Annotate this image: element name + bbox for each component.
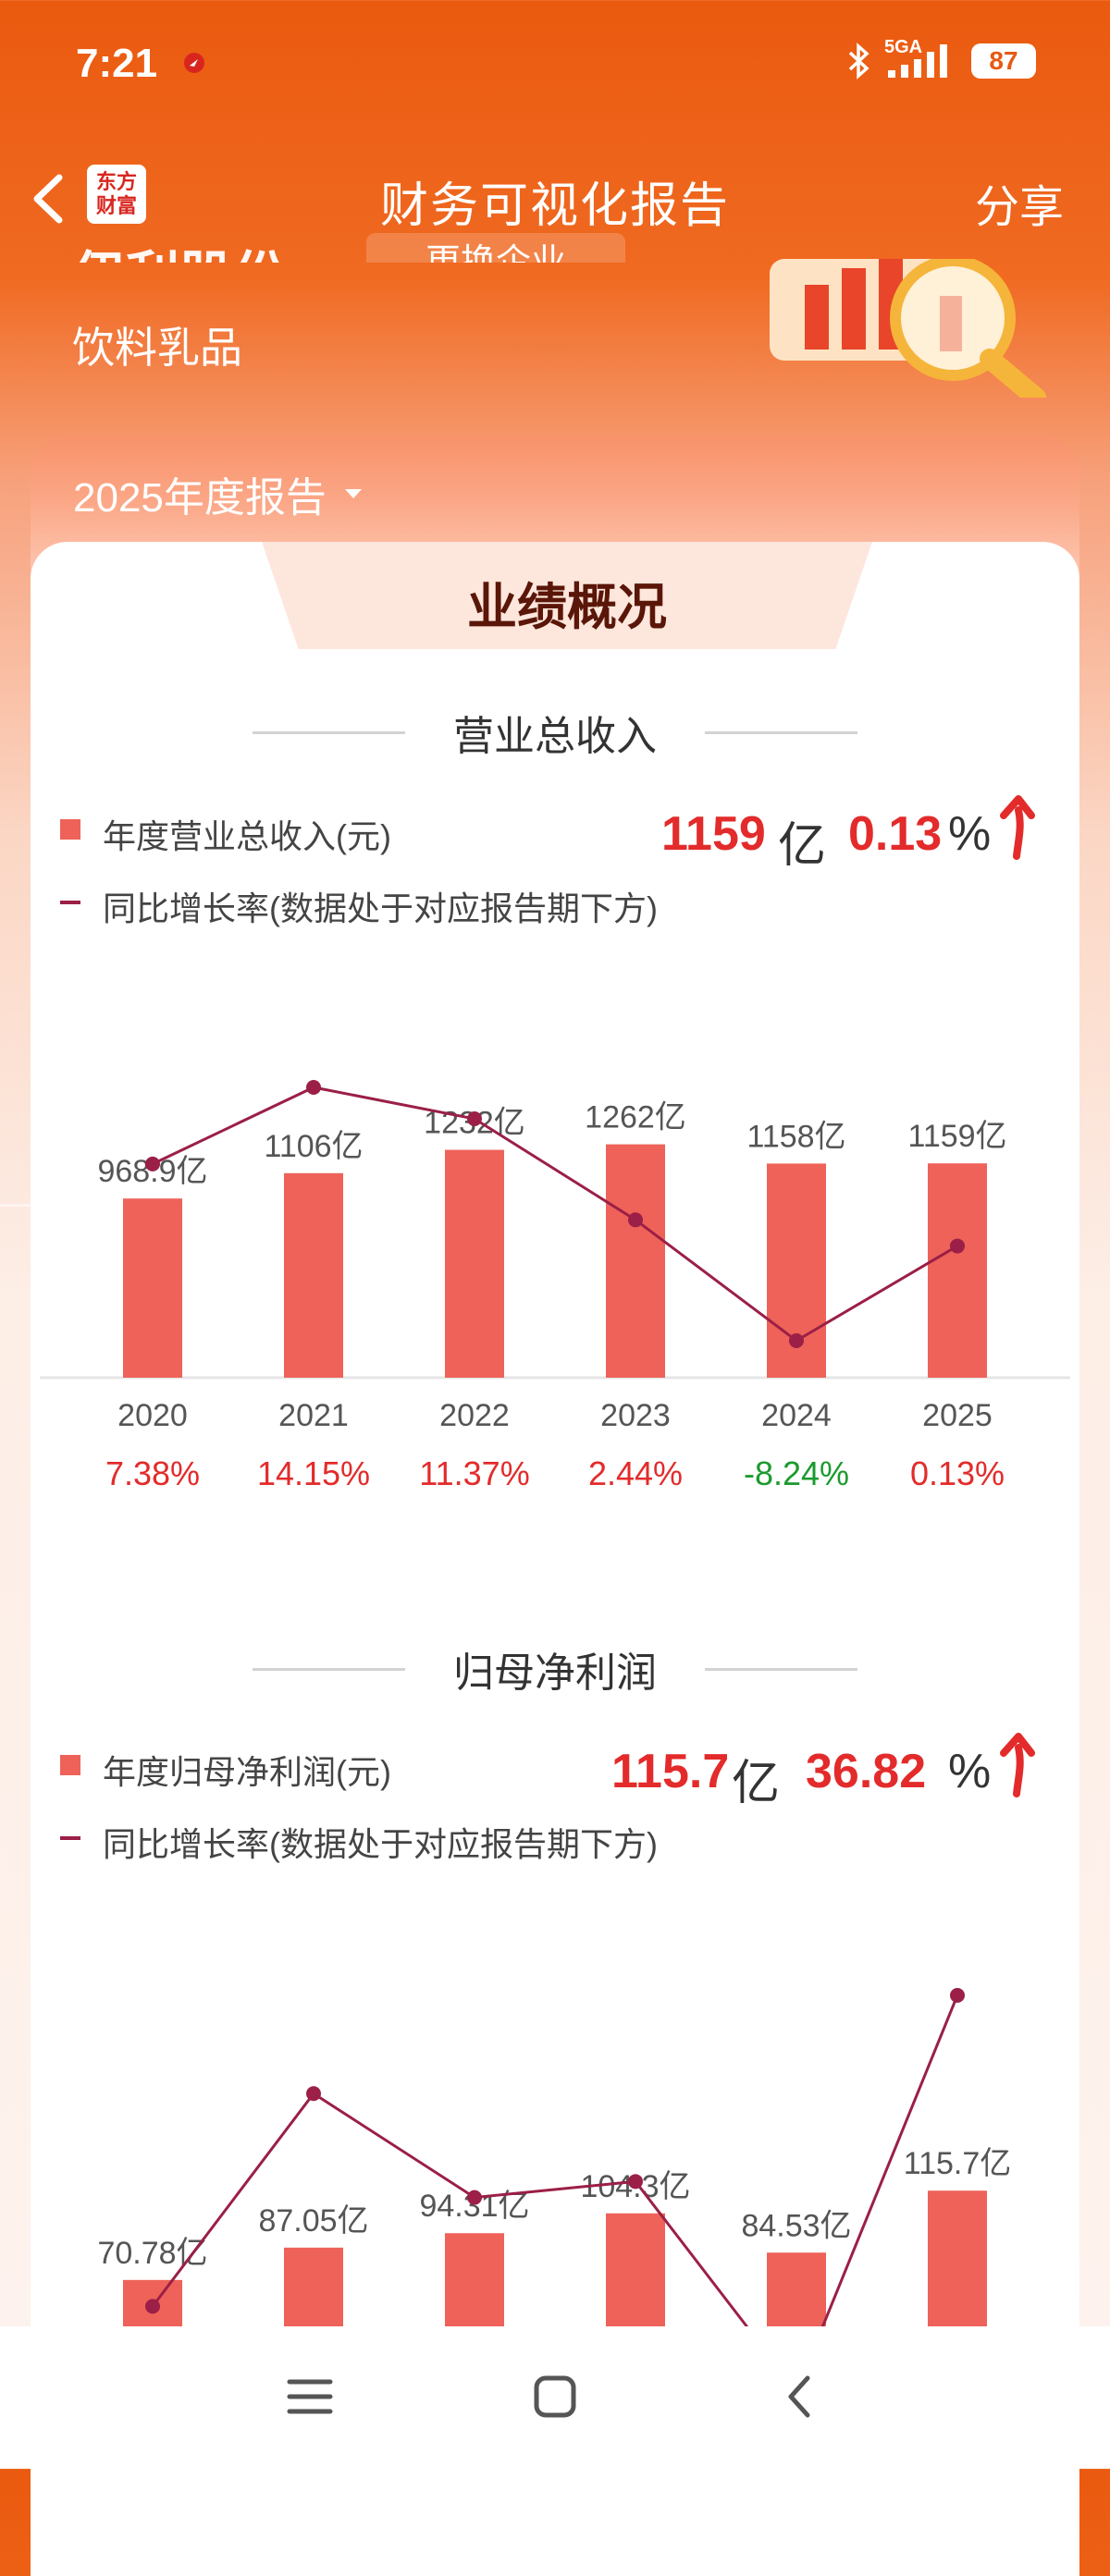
- growth-point-2022: [467, 1111, 482, 1127]
- report-panel: 2025年度报告 业绩概况 营业总收入 年度营业总收入(元) 同比增长率(数据处…: [31, 436, 1079, 2576]
- x-tick-label: 2023: [600, 1398, 671, 1433]
- growth-rate-label: 7.38%: [105, 1454, 200, 1492]
- x-tick-label: 2020: [117, 1398, 188, 1433]
- growth-rate-label: 14.15%: [257, 1454, 370, 1492]
- divider: [0, 1204, 31, 1207]
- revenue-growth: 0.13: [848, 807, 943, 861]
- app-logo: 东方 财富: [87, 165, 146, 224]
- bar-value-label: 87.05亿: [258, 2203, 368, 2239]
- growth-point-2021: [306, 2086, 321, 2102]
- growth-point-2020: [145, 1156, 160, 1171]
- report-period-selector[interactable]: 2025年度报告: [73, 464, 364, 523]
- profit-legend-line: 同比增长率(数据处于对应报告期下方): [103, 1825, 658, 1863]
- heading-divider-left: [253, 731, 405, 734]
- profit-legend-bar: 年度归母净利润(元): [103, 1753, 391, 1791]
- signal-icon: 5GA: [884, 37, 958, 80]
- x-tick-label: 2024: [761, 1398, 832, 1433]
- report-period-label: 2025年度报告: [73, 475, 327, 521]
- back-nav-icon[interactable]: [772, 2369, 828, 2424]
- bar-2023: [606, 1144, 665, 1378]
- growth-point-2022: [467, 2190, 482, 2205]
- bar-2025: [928, 1163, 987, 1378]
- profit-unit: 亿: [732, 1757, 781, 1810]
- revenue-chart: 968.9亿20207.38%1106亿202114.15%1232亿20221…: [40, 1080, 1070, 1492]
- legend-line-swatch: [60, 1836, 80, 1840]
- menu-icon[interactable]: [282, 2369, 338, 2424]
- nav-bar: 东方 财富 财务可视化报告 分享: [0, 157, 1110, 240]
- growth-point-2023: [628, 1212, 643, 1228]
- revenue-legend-bar: 年度营业总收入(元): [103, 817, 391, 855]
- heading-divider-right: [705, 731, 857, 734]
- growth-rate-label: 2.44%: [588, 1454, 683, 1492]
- heading-divider-right: [705, 1668, 857, 1671]
- growth-rate-line: [152, 1086, 958, 1343]
- change-company-button[interactable]: 更换企业: [366, 233, 625, 263]
- bar-2022: [445, 1149, 504, 1378]
- bar-value-label: 1158亿: [746, 1119, 845, 1154]
- revenue-legend-line: 同比增长率(数据处于对应报告期下方): [103, 889, 658, 927]
- logo-text-2: 财富: [95, 194, 137, 217]
- heading-divider-left: [253, 1668, 405, 1671]
- profit-heading: 归母净利润: [453, 1650, 657, 1696]
- performance-card: 业绩概况 营业总收入 年度营业总收入(元) 同比增长率(数据处于对应报告期下方)…: [31, 542, 1079, 2576]
- bar-value-label: 1262亿: [585, 1100, 686, 1135]
- growth-rate-label: -8.24%: [744, 1454, 849, 1492]
- bar-value-label: 70.78亿: [97, 2236, 207, 2271]
- revenue-unit: 亿: [778, 819, 827, 873]
- notification-icon: [184, 53, 204, 73]
- profit-percent: %: [948, 1745, 992, 1798]
- legend-bar-swatch: [60, 819, 80, 840]
- growth-rate-label: 11.37%: [419, 1454, 529, 1492]
- status-indicators: 5GA 87: [847, 37, 1036, 80]
- profit-growth: 36.82: [806, 1745, 927, 1798]
- x-tick-label: 2025: [922, 1398, 993, 1433]
- growth-up-arrow-icon: [1000, 795, 1035, 860]
- share-button[interactable]: 分享: [974, 183, 1064, 232]
- growth-rate-label: 0.13%: [910, 1454, 1005, 1492]
- growth-point-2025: [950, 1988, 965, 2003]
- home-icon[interactable]: [527, 2369, 583, 2424]
- bar-value-label: 115.7亿: [904, 2146, 1012, 2181]
- status-time: 7:21: [76, 41, 158, 86]
- revenue-heading: 营业总收入: [453, 714, 657, 759]
- company-name: 伊利股份: [72, 247, 288, 292]
- growth-point-2024: [789, 1333, 804, 1348]
- profit-value: 115.7: [611, 1745, 730, 1798]
- battery-indicator: 87: [971, 43, 1036, 79]
- growth-up-arrow-icon: [1000, 1733, 1035, 1797]
- chart-magnifier-illustration: [770, 259, 1046, 398]
- growth-rate-line: [151, 1994, 959, 2394]
- growth-point-2021: [306, 1080, 321, 1095]
- section-tab: 业绩概况: [262, 542, 872, 649]
- status-bar: 7:21 5GA 87: [0, 0, 1110, 139]
- industry-label: 饮料乳品: [72, 324, 242, 372]
- section-title: 业绩概况: [467, 580, 667, 635]
- x-tick-label: 2022: [439, 1398, 510, 1433]
- revenue-value: 1159: [661, 807, 766, 861]
- dropdown-icon: [344, 489, 362, 498]
- bluetooth-icon: [848, 43, 870, 80]
- legend-line-swatch: [60, 901, 80, 904]
- bar-2021: [284, 1172, 343, 1378]
- system-nav-bar: [0, 2326, 1110, 2469]
- growth-point-2023: [628, 2174, 643, 2190]
- growth-point-2020: [145, 2299, 160, 2314]
- bar-value-label: 1159亿: [907, 1119, 1006, 1154]
- x-tick-label: 2021: [278, 1398, 349, 1433]
- bar-value-label: 1106亿: [264, 1129, 363, 1164]
- legend-bar-swatch: [60, 1755, 80, 1775]
- bar-value-label: 84.53亿: [741, 2208, 851, 2243]
- revenue-percent: %: [948, 807, 992, 861]
- bar-2020: [123, 1198, 182, 1378]
- network-label: 5GA: [884, 37, 923, 57]
- page-title: 财务可视化报告: [379, 179, 730, 233]
- growth-point-2025: [950, 1238, 965, 1254]
- back-icon[interactable]: [22, 166, 78, 231]
- logo-text-1: 东方: [95, 170, 137, 193]
